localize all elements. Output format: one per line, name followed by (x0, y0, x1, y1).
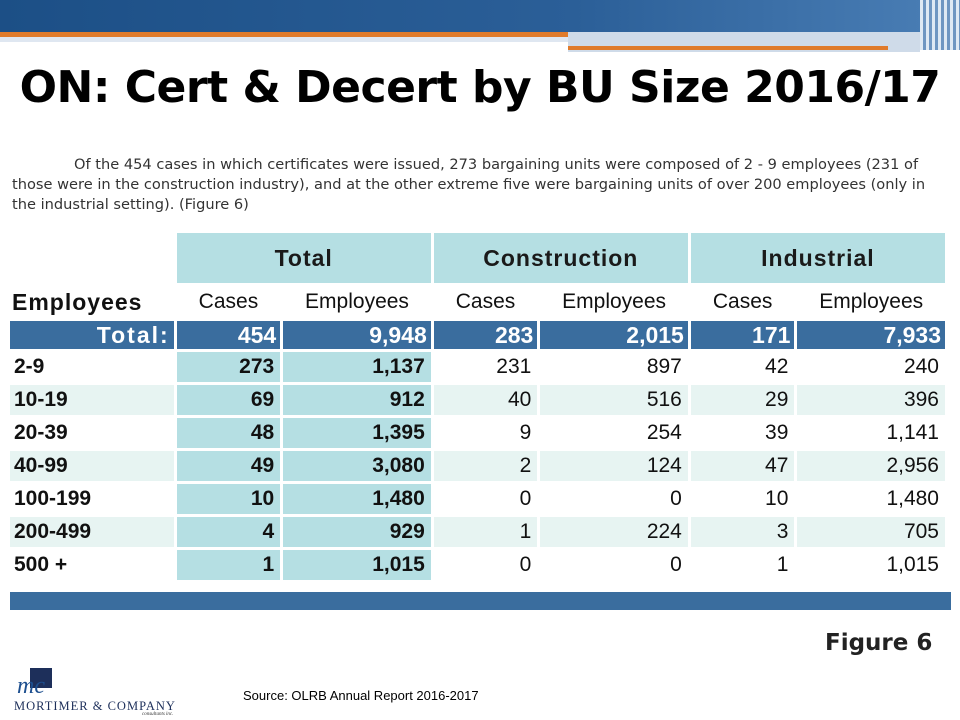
table-cell: 705 (797, 517, 945, 547)
table-cell: 1,015 (886, 553, 939, 576)
table-cell: 10 (176, 484, 281, 514)
table-cell: 4 (176, 517, 281, 547)
row-label: 100-199 (14, 487, 92, 510)
totals-row: Total: 454 9,948 283 2,015 171 7,933 (10, 321, 945, 349)
group-header-total: Total (176, 233, 431, 283)
table-footer-bar (10, 592, 951, 610)
table-cell: 0 (670, 487, 682, 510)
row-label: 10-19 (10, 385, 174, 415)
table-row: 200-499 4 929 1 224 3 705 (10, 517, 945, 547)
group-header-row: Total Construction Industrial (10, 233, 945, 283)
table-cell: 124 (540, 451, 688, 481)
table-row: 2-9 273 1,137 231 897 42 240 (10, 352, 945, 382)
table-cell: 1,015 (283, 550, 431, 580)
logo-company-name: MORTIMER & COMPANY (14, 699, 176, 713)
table-cell: 40 (433, 385, 538, 415)
totals-cell: 2,015 (540, 321, 688, 349)
totals-cell: 283 (433, 321, 538, 349)
table-cell: 69 (176, 385, 281, 415)
table-row: 500 + 1 1,015 0 0 1 1,015 (10, 550, 945, 580)
logo-tagline: consultants inc. (142, 712, 174, 717)
table-cell: 1 (776, 553, 789, 576)
table-cell: 240 (903, 355, 939, 378)
group-header-construction: Construction (433, 233, 688, 283)
table-cell: 1,480 (283, 484, 431, 514)
slide-title: ON: Cert & Decert by BU Size 2016/17 (19, 62, 941, 113)
table-cell: 29 (690, 385, 795, 415)
table-cell: 254 (646, 421, 682, 444)
column-header: Employees (283, 286, 431, 318)
totals-cell: 171 (690, 321, 795, 349)
column-header: Cases (690, 286, 795, 318)
table-cell: 1,137 (283, 352, 431, 382)
table-cell: 929 (283, 517, 431, 547)
row-label: 2-9 (14, 355, 45, 378)
table-cell: 2,956 (797, 451, 945, 481)
header-accent-line (0, 32, 568, 37)
table-cell: 3 (690, 517, 795, 547)
table-cell: 1,395 (283, 418, 431, 448)
table-row: 100-199 10 1,480 0 0 10 1,480 (10, 484, 945, 514)
table-cell: 912 (283, 385, 431, 415)
table-cell: 1,141 (886, 421, 939, 444)
group-header-blank (10, 233, 174, 283)
table-cell: 0 (670, 553, 682, 576)
header-bar (0, 0, 960, 32)
table-cell: 0 (519, 487, 532, 510)
totals-label: Total: (10, 321, 174, 349)
column-header: Cases (433, 286, 538, 318)
header-light-band (0, 37, 568, 42)
data-table-container: Total Construction Industrial Employees … (10, 233, 951, 610)
table-cell: 2 (433, 451, 538, 481)
logo-mark-icon: mc (17, 668, 52, 698)
table-cell: 42 (765, 355, 789, 378)
column-header-row: Employees Cases Employees Cases Employee… (10, 286, 945, 318)
column-header: Employees (540, 286, 688, 318)
group-header-industrial: Industrial (690, 233, 945, 283)
totals-cell: 7,933 (797, 321, 945, 349)
row-label: 20-39 (14, 421, 68, 444)
row-label: 200-499 (10, 517, 174, 547)
table-cell: 231 (496, 355, 532, 378)
table-cell: 1 (433, 517, 538, 547)
figure-label: Figure 6 (825, 630, 933, 656)
table-cell: 10 (765, 487, 789, 510)
company-logo: mc MORTIMER & COMPANY consultants inc. (12, 668, 192, 718)
table-cell: 1,480 (886, 487, 939, 510)
table-row: 20-39 48 1,395 9 254 39 1,141 (10, 418, 945, 448)
table-cell: 516 (540, 385, 688, 415)
logo-initials: mc (17, 673, 45, 698)
totals-cell: 454 (176, 321, 281, 349)
column-header: Cases (176, 286, 281, 318)
table-cell: 3,080 (283, 451, 431, 481)
row-label: 40-99 (10, 451, 174, 481)
table-cell: 224 (540, 517, 688, 547)
row-label: 500 + (14, 553, 68, 576)
header-stripes (920, 0, 960, 50)
table-cell: 396 (797, 385, 945, 415)
table-cell: 273 (176, 352, 281, 382)
intro-paragraph: Of the 454 cases in which certificates w… (12, 156, 926, 213)
table-row: 10-19 69 912 40 516 29 396 (10, 385, 945, 415)
table-cell: 1 (176, 550, 281, 580)
table-cell: 48 (176, 418, 281, 448)
table-cell: 39 (765, 421, 789, 444)
row-header-label: Employees (10, 286, 174, 318)
table-cell: 49 (176, 451, 281, 481)
table-row: 40-99 49 3,080 2 124 47 2,956 (10, 451, 945, 481)
table-cell: 897 (646, 355, 682, 378)
table-cell: 9 (519, 421, 532, 444)
column-header: Employees (797, 286, 945, 318)
data-table: Total Construction Industrial Employees … (7, 230, 948, 583)
table-cell: 47 (690, 451, 795, 481)
table-cell: 0 (519, 553, 532, 576)
totals-cell: 9,948 (283, 321, 431, 349)
header-right-accent-line (568, 46, 888, 50)
source-citation: Source: OLRB Annual Report 2016-2017 (243, 688, 479, 703)
